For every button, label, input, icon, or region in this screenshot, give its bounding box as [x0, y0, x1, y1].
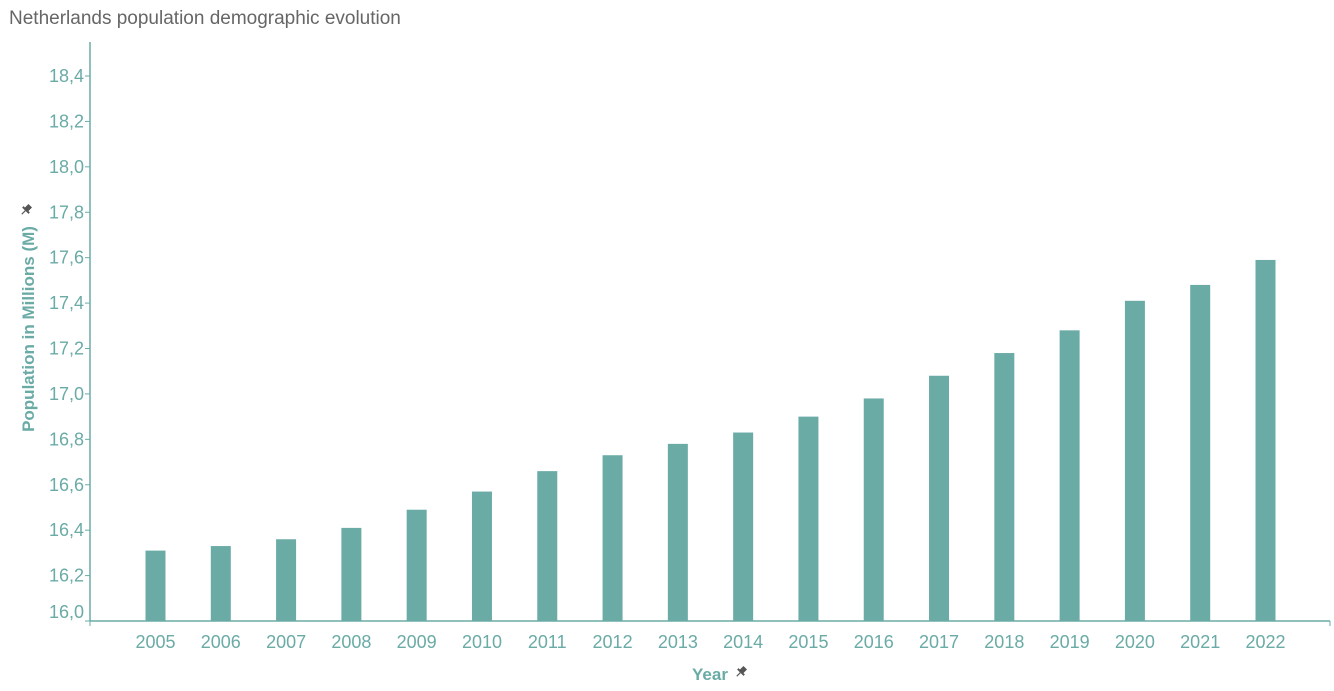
x-ticks-group: 2005 2006 2007 2008 2009 2010 2011 2012 2013 2014… — [89, 621, 1331, 652]
bar-2011[interactable] — [537, 471, 558, 621]
pin-icon[interactable] — [19, 203, 34, 218]
x-tick-label: 2022 — [1245, 632, 1285, 652]
bar-2005[interactable] — [145, 550, 166, 621]
x-tick-label: 2005 — [135, 632, 175, 652]
y-tick-label: 17,4 — [49, 293, 84, 313]
chart-title: Netherlands population demographic evolu… — [9, 8, 401, 29]
bar-2006[interactable] — [210, 546, 231, 621]
bars-group — [145, 259, 1276, 621]
bar-2013[interactable] — [667, 443, 688, 621]
bar-2016[interactable] — [863, 398, 884, 621]
x-tick-label: 2008 — [331, 632, 371, 652]
y-axis-label: Population in Millions (M) — [19, 226, 38, 432]
x-tick-label: 2011 — [528, 632, 567, 652]
bar-2012[interactable] — [602, 455, 623, 621]
y-tick-label: 17,0 — [49, 384, 84, 404]
y-tick-label: 17,6 — [49, 248, 84, 268]
x-tick-label: 2015 — [788, 632, 828, 652]
x-tick-label: 2020 — [1115, 632, 1155, 652]
x-tick-label: 2016 — [854, 632, 894, 652]
bar-2021[interactable] — [1190, 284, 1211, 621]
x-axis-label: Year — [692, 665, 728, 684]
y-ticks-group: 16,0 16,2 16,4 16,6 16,8 17,0 17,2 17,4 17,6 17,8… — [49, 66, 90, 622]
x-tick-label: 2021 — [1180, 632, 1220, 652]
bar-2007[interactable] — [276, 539, 297, 621]
x-tick-label: 2007 — [266, 632, 306, 652]
x-tick-label: 2018 — [984, 632, 1024, 652]
y-tick-label: 18,4 — [49, 66, 84, 86]
pin-icon[interactable] — [734, 665, 749, 680]
bar-2015[interactable] — [798, 416, 819, 621]
bar-2019[interactable] — [1059, 330, 1080, 621]
bar-2008[interactable] — [341, 527, 362, 621]
bar-2022[interactable] — [1255, 259, 1276, 621]
bar-2010[interactable] — [471, 491, 492, 621]
y-tick-label: 18,2 — [49, 111, 84, 131]
y-tick-label: 16,2 — [49, 566, 84, 586]
x-tick-label: 2012 — [593, 632, 633, 652]
x-tick-label: 2006 — [201, 632, 241, 652]
y-tick-label: 17,8 — [49, 202, 84, 222]
bar-2018[interactable] — [994, 353, 1015, 621]
y-tick-label: 16,0 — [49, 602, 84, 622]
y-tick-label: 16,6 — [49, 475, 84, 495]
x-tick-label: 2013 — [658, 632, 698, 652]
y-tick-label: 17,2 — [49, 339, 84, 359]
y-tick-label: 16,4 — [49, 520, 84, 540]
y-tick-label: 16,8 — [49, 429, 84, 449]
bar-2014[interactable] — [733, 432, 754, 621]
x-tick-label: 2009 — [397, 632, 437, 652]
bar-2009[interactable] — [406, 509, 427, 621]
x-tick-label: 2010 — [462, 632, 502, 652]
bar-2017[interactable] — [929, 375, 950, 621]
bar-2020[interactable] — [1124, 300, 1145, 621]
x-tick-label: 2019 — [1050, 632, 1090, 652]
y-tick-label: 18,0 — [49, 157, 84, 177]
x-tick-label: 2014 — [723, 632, 763, 652]
x-tick-label: 2017 — [919, 632, 959, 652]
